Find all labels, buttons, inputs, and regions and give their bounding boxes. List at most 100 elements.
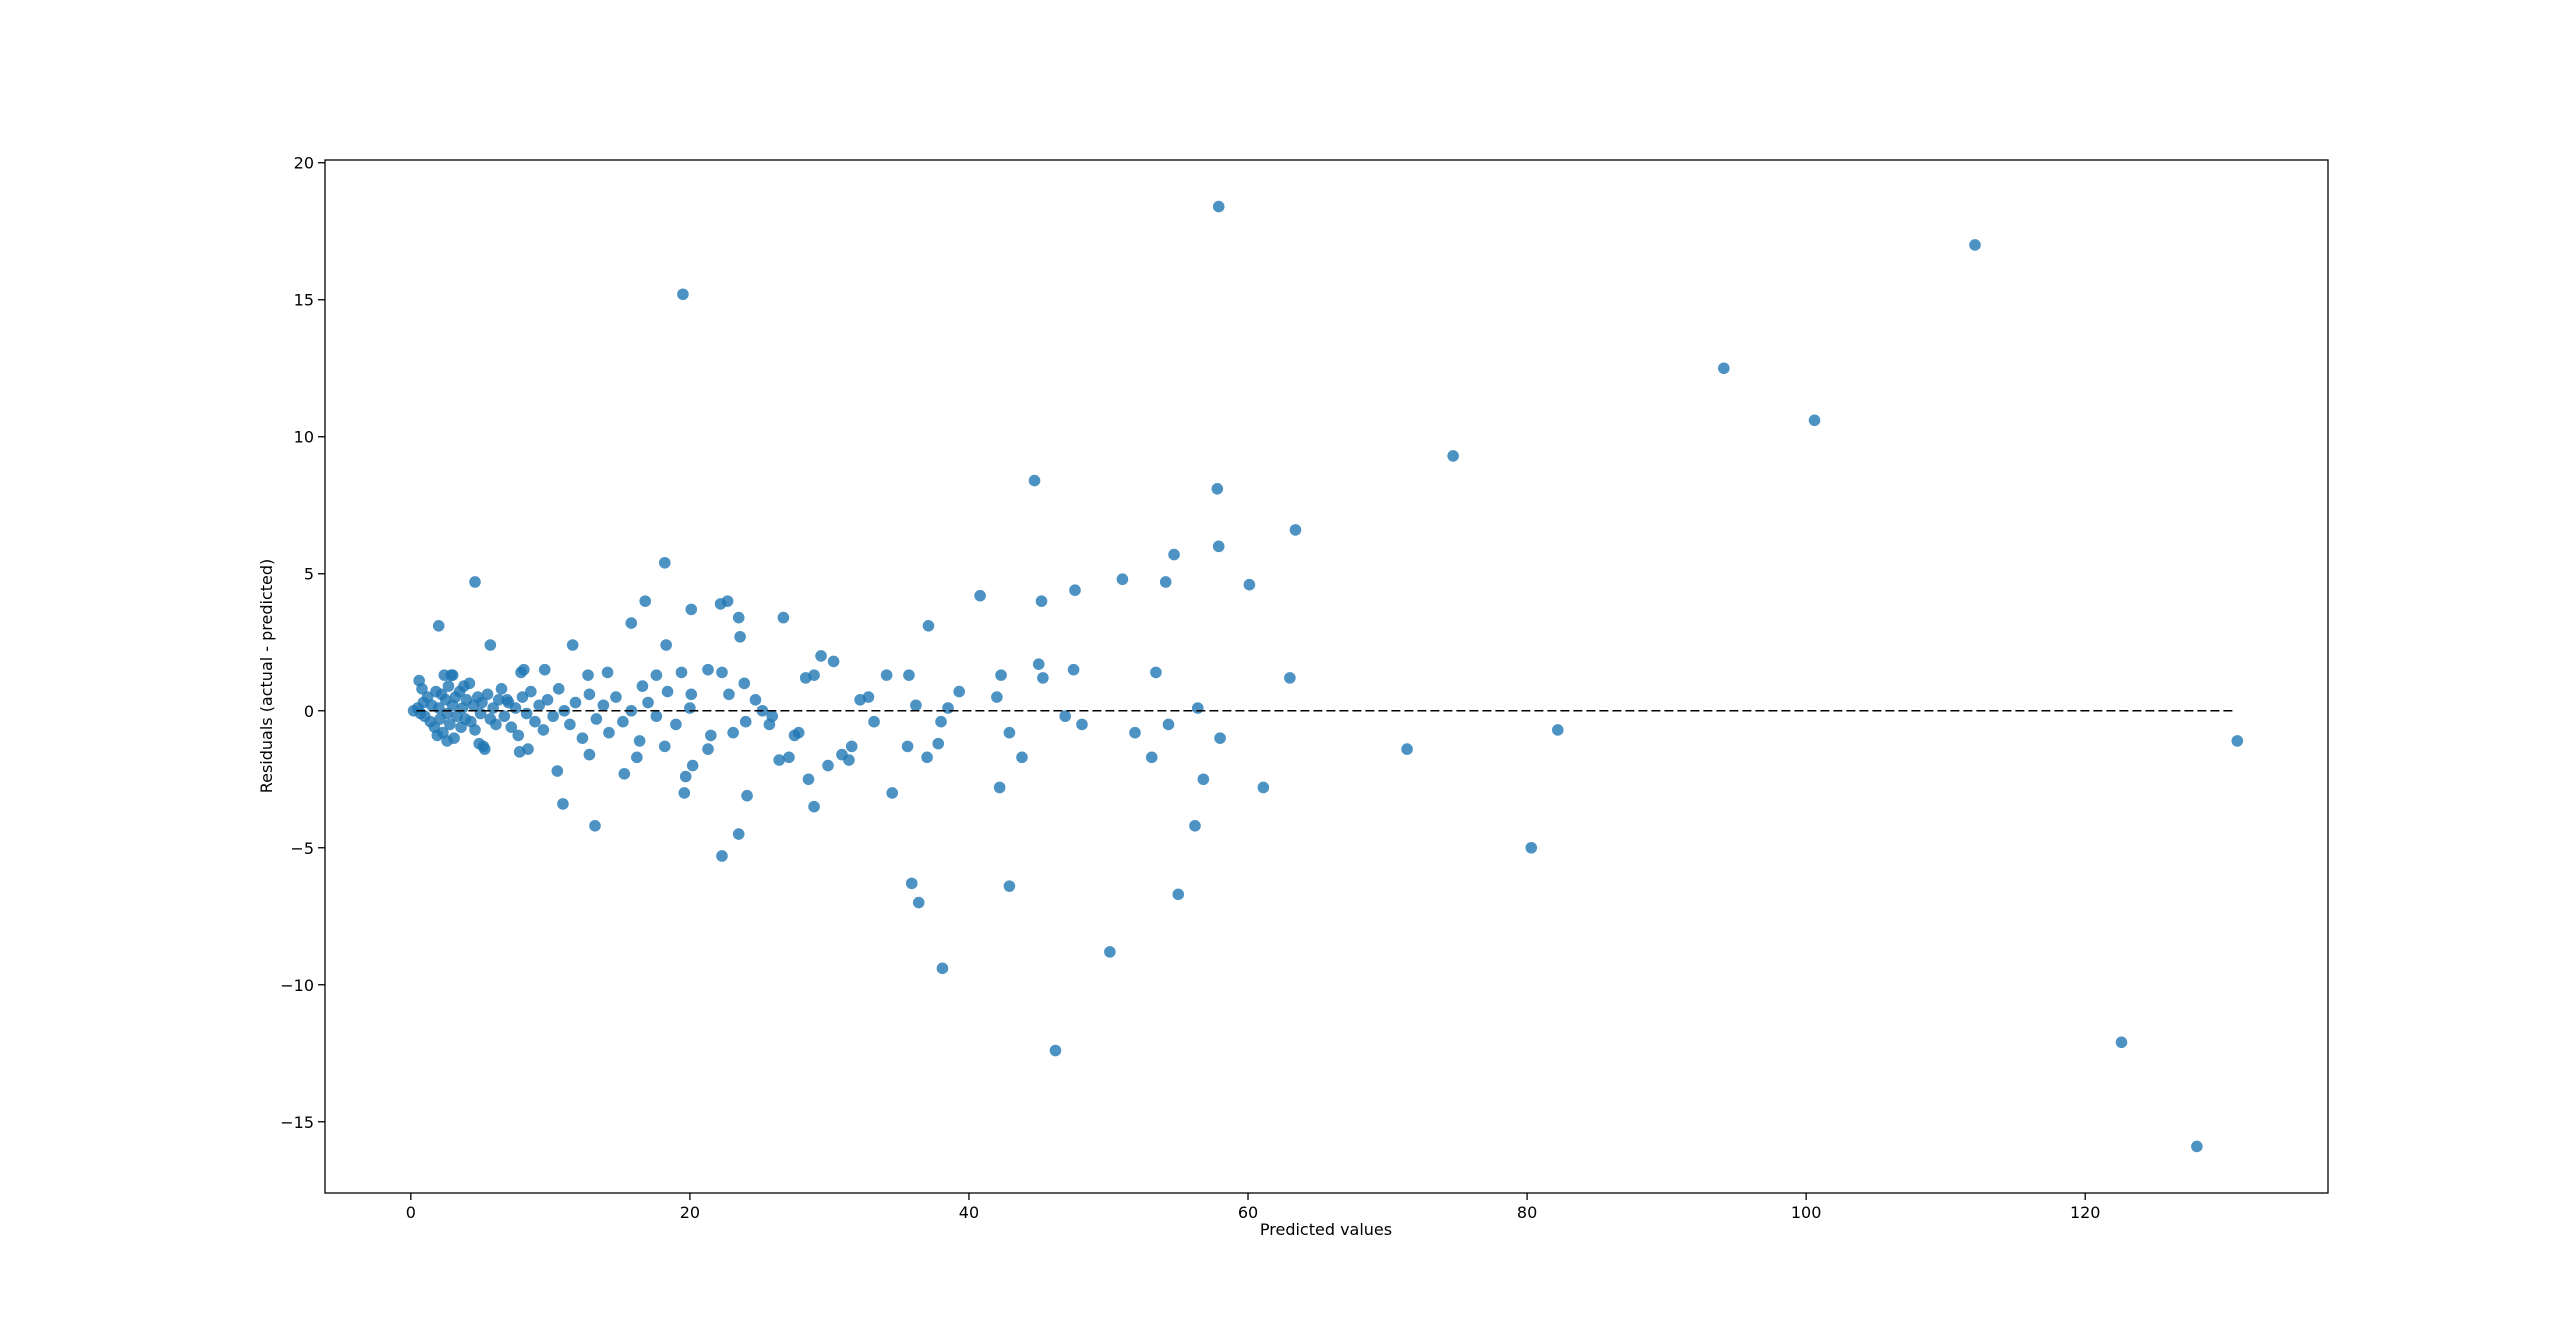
point xyxy=(936,962,949,975)
point xyxy=(490,718,502,731)
point xyxy=(702,663,714,676)
point xyxy=(576,732,589,744)
plot-frame xyxy=(324,159,2329,1194)
y-tick-label: −5 xyxy=(290,839,314,858)
point xyxy=(469,724,481,736)
point xyxy=(732,611,745,624)
point xyxy=(716,850,728,862)
point xyxy=(862,691,875,703)
point xyxy=(675,666,688,679)
point xyxy=(886,787,899,799)
point xyxy=(905,877,918,890)
point xyxy=(1003,726,1016,739)
point xyxy=(618,767,631,780)
point xyxy=(1032,658,1045,670)
point xyxy=(1718,362,1730,375)
point xyxy=(1257,781,1270,794)
point xyxy=(473,737,485,750)
point xyxy=(741,789,753,802)
point xyxy=(661,685,674,698)
point xyxy=(777,611,790,624)
x-tick-label: 0 xyxy=(406,1203,416,1222)
point xyxy=(1189,820,1201,832)
point xyxy=(670,718,682,731)
point xyxy=(1035,595,1048,607)
point xyxy=(516,691,529,703)
point xyxy=(993,781,1006,794)
point xyxy=(734,630,746,643)
point xyxy=(552,683,565,695)
point xyxy=(1284,672,1296,684)
point xyxy=(583,688,596,701)
point xyxy=(1525,841,1538,854)
point xyxy=(705,729,717,742)
point xyxy=(1808,414,1821,427)
point xyxy=(935,715,947,728)
point xyxy=(650,669,663,681)
point xyxy=(476,696,488,709)
point xyxy=(732,828,745,840)
point xyxy=(686,759,699,772)
y-tick-label: −10 xyxy=(280,976,314,995)
y-tick-label: 15 xyxy=(294,291,314,310)
point xyxy=(1969,239,1981,251)
x-tick-label: 100 xyxy=(1791,1203,1822,1222)
point xyxy=(597,699,610,712)
point xyxy=(513,746,526,758)
point xyxy=(845,740,858,753)
point xyxy=(441,735,453,747)
point xyxy=(557,798,569,810)
point xyxy=(505,721,518,733)
point xyxy=(843,754,855,766)
point xyxy=(788,729,801,742)
point xyxy=(603,726,615,739)
point xyxy=(498,710,511,723)
point xyxy=(529,715,541,728)
point xyxy=(1168,548,1180,561)
point xyxy=(633,735,646,747)
point xyxy=(590,713,603,725)
point xyxy=(799,672,812,684)
point xyxy=(702,743,714,755)
point xyxy=(610,691,622,703)
point xyxy=(1069,584,1081,596)
point xyxy=(912,896,925,909)
y-tick-label: 5 xyxy=(304,565,314,584)
point xyxy=(495,683,508,695)
point xyxy=(783,751,795,764)
point xyxy=(922,620,935,632)
point xyxy=(684,702,696,714)
point xyxy=(1191,702,1204,714)
point xyxy=(660,639,672,651)
point xyxy=(727,726,739,739)
point xyxy=(910,699,922,712)
point xyxy=(589,820,601,832)
point xyxy=(1129,726,1141,739)
point xyxy=(1059,710,1072,723)
point xyxy=(525,685,537,698)
point xyxy=(416,683,428,695)
point xyxy=(685,688,698,701)
point xyxy=(1104,946,1116,958)
point xyxy=(1016,751,1028,764)
point xyxy=(1159,576,1172,588)
point xyxy=(518,663,530,676)
point xyxy=(658,740,671,753)
point xyxy=(636,680,649,692)
point xyxy=(444,718,456,731)
point xyxy=(432,620,445,632)
point xyxy=(953,685,965,698)
point xyxy=(749,693,762,706)
point xyxy=(1212,200,1225,213)
point xyxy=(566,639,579,651)
point xyxy=(1067,663,1080,676)
point xyxy=(766,710,779,723)
point xyxy=(932,737,945,750)
point xyxy=(738,677,751,690)
point xyxy=(1076,718,1088,731)
point xyxy=(512,729,525,742)
y-tick-label: −15 xyxy=(280,1113,314,1132)
point xyxy=(1214,732,1226,744)
point xyxy=(714,598,727,610)
point xyxy=(677,288,689,301)
